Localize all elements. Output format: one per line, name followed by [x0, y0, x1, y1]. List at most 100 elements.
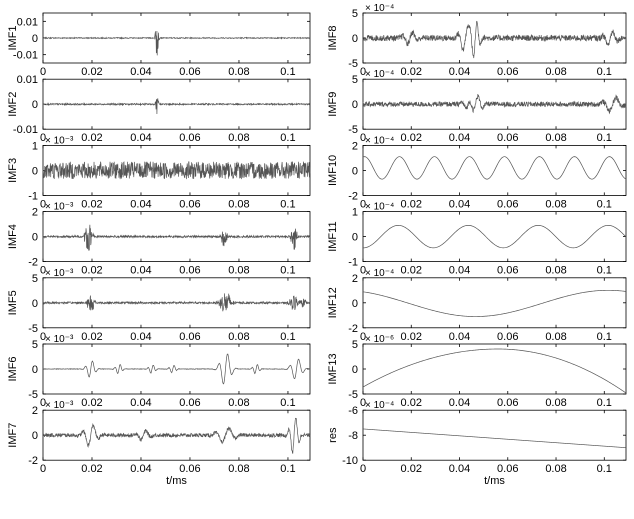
x-tick-label: 0.04 — [449, 132, 470, 144]
x-tick-label: 0.04 — [449, 198, 470, 210]
panel-label-imf10: IMF10 — [327, 155, 339, 186]
y-tick-label: 5 — [32, 273, 38, 285]
exponent-label-res: × 10⁻⁴ — [365, 400, 394, 411]
x-tick-label: 0.06 — [497, 66, 518, 78]
panel-label-imf4: IMF4 — [7, 224, 19, 249]
x-tick-label: 0.04 — [449, 66, 470, 78]
exponent-label-imf11: × 10⁻⁴ — [365, 202, 394, 213]
y-tick-label: -8 — [348, 430, 358, 442]
x-tick-label: 0.04 — [449, 265, 470, 277]
x-tick-label: 0.06 — [179, 331, 200, 343]
x-tick-label: 0.06 — [179, 463, 200, 475]
y-tick-label: -6 — [348, 405, 358, 417]
x-tick-label: 0.08 — [228, 397, 249, 409]
y-tick-label: 1 — [32, 140, 38, 152]
x-tick-label: 0.02 — [401, 66, 422, 78]
y-tick-label: -2 — [348, 190, 358, 202]
y-tick-label: -5 — [348, 389, 358, 401]
y-tick-label: 0 — [32, 298, 38, 310]
x-tick-label: 0.08 — [228, 66, 249, 78]
exponent-label-imf4: × 10⁻³ — [45, 202, 74, 213]
x-tick-label: 0.1 — [597, 66, 612, 78]
x-tick-label: 0.08 — [545, 66, 566, 78]
y-tick-label: 0 — [32, 364, 38, 376]
x-tick-label: 0.08 — [545, 265, 566, 277]
x-tick-label: 0.06 — [179, 397, 200, 409]
axes-frame-imf11 — [362, 211, 627, 263]
series-line-imf5 — [42, 293, 311, 312]
y-tick-label: 0 — [32, 33, 38, 45]
x-tick-label: 0.1 — [280, 265, 295, 277]
x-tick-label: 0.1 — [597, 198, 612, 210]
series-line-imf7 — [42, 417, 311, 454]
x-tick-label: 0 — [360, 265, 366, 277]
x-tick-label: 0.1 — [597, 132, 612, 144]
x-tick-label: 0 — [360, 397, 366, 409]
y-tick-label: -5 — [28, 323, 38, 335]
exponent-label-imf7: × 10⁻³ — [45, 400, 74, 411]
x-tick-label: 0.04 — [449, 397, 470, 409]
y-tick-label: -1 — [28, 190, 38, 202]
x-tick-label: 0.02 — [81, 66, 102, 78]
series-line-imf1 — [42, 30, 311, 56]
y-tick-label: -5 — [28, 389, 38, 401]
axes-frame-res — [362, 409, 627, 461]
x-tick-label: 0.06 — [179, 198, 200, 210]
y-tick-label: 0 — [32, 165, 38, 177]
x-tick-label: 0.02 — [401, 265, 422, 277]
series-line-imf10 — [362, 156, 627, 180]
x-tick-label: 0.08 — [228, 463, 249, 475]
y-tick-label: 5 — [352, 74, 358, 86]
x-tick-label: 0.02 — [401, 463, 422, 475]
y-tick-label: 0 — [32, 430, 38, 442]
x-tick-label: 0 — [40, 397, 46, 409]
x-tick-label: 0.02 — [401, 397, 422, 409]
y-tick-label: 0 — [352, 232, 358, 244]
y-tick-label: 5 — [32, 339, 38, 351]
y-tick-label: 2 — [352, 273, 358, 285]
axes-frame-imf13 — [362, 343, 627, 395]
series-line-imf4 — [42, 224, 311, 251]
x-tick-label: 0.02 — [81, 198, 102, 210]
x-tick-label: 0.04 — [130, 66, 151, 78]
panel-label-res: res — [327, 427, 339, 443]
x-tick-label: 0.04 — [449, 463, 470, 475]
series-line-imf6 — [42, 353, 311, 385]
y-tick-label: -5 — [348, 58, 358, 70]
y-tick-label: -2 — [348, 323, 358, 335]
x-tick-label: 0.04 — [130, 265, 151, 277]
panel-label-imf7: IMF7 — [7, 423, 19, 448]
y-tick-label: -1 — [348, 257, 358, 269]
x-tick-label: 0.02 — [401, 132, 422, 144]
x-tick-label: 0 — [360, 132, 366, 144]
series-line-imf13 — [362, 348, 627, 394]
x-tick-label: 0.04 — [130, 463, 151, 475]
panel-label-imf8: IMF8 — [327, 25, 339, 50]
x-tick-label: 0.1 — [597, 397, 612, 409]
x-tick-label: 0.06 — [497, 331, 518, 343]
exponent-label-imf12: × 10⁻⁴ — [365, 268, 394, 279]
x-tick-label: 0.06 — [179, 265, 200, 277]
x-tick-label: 0 — [360, 66, 366, 78]
panel-label-imf5: IMF5 — [7, 290, 19, 315]
y-tick-label: 0.01 — [17, 74, 38, 86]
panel-label-imf12: IMF12 — [327, 287, 339, 318]
x-tick-label: 0.1 — [597, 265, 612, 277]
x-tick-label: 0.1 — [280, 66, 295, 78]
y-tick-label: -5 — [348, 124, 358, 136]
y-tick-label: 0 — [32, 232, 38, 244]
exponent-label-imf9: × 10⁻⁴ — [365, 69, 394, 80]
y-tick-label: 5 — [352, 339, 358, 351]
x-tick-label: 0.06 — [497, 397, 518, 409]
series-line-imf11 — [362, 224, 627, 249]
x-tick-label: 0.02 — [81, 397, 102, 409]
x-tick-label: 0.1 — [280, 132, 295, 144]
x-tick-label: 0.1 — [597, 463, 612, 475]
x-tick-label: 0 — [40, 198, 46, 210]
series-line-imf8 — [362, 20, 627, 59]
panel-label-imf2: IMF2 — [7, 92, 19, 117]
x-tick-label: 0.02 — [81, 463, 102, 475]
series-line-imf3 — [42, 160, 311, 180]
x-tick-label: 0.02 — [401, 198, 422, 210]
